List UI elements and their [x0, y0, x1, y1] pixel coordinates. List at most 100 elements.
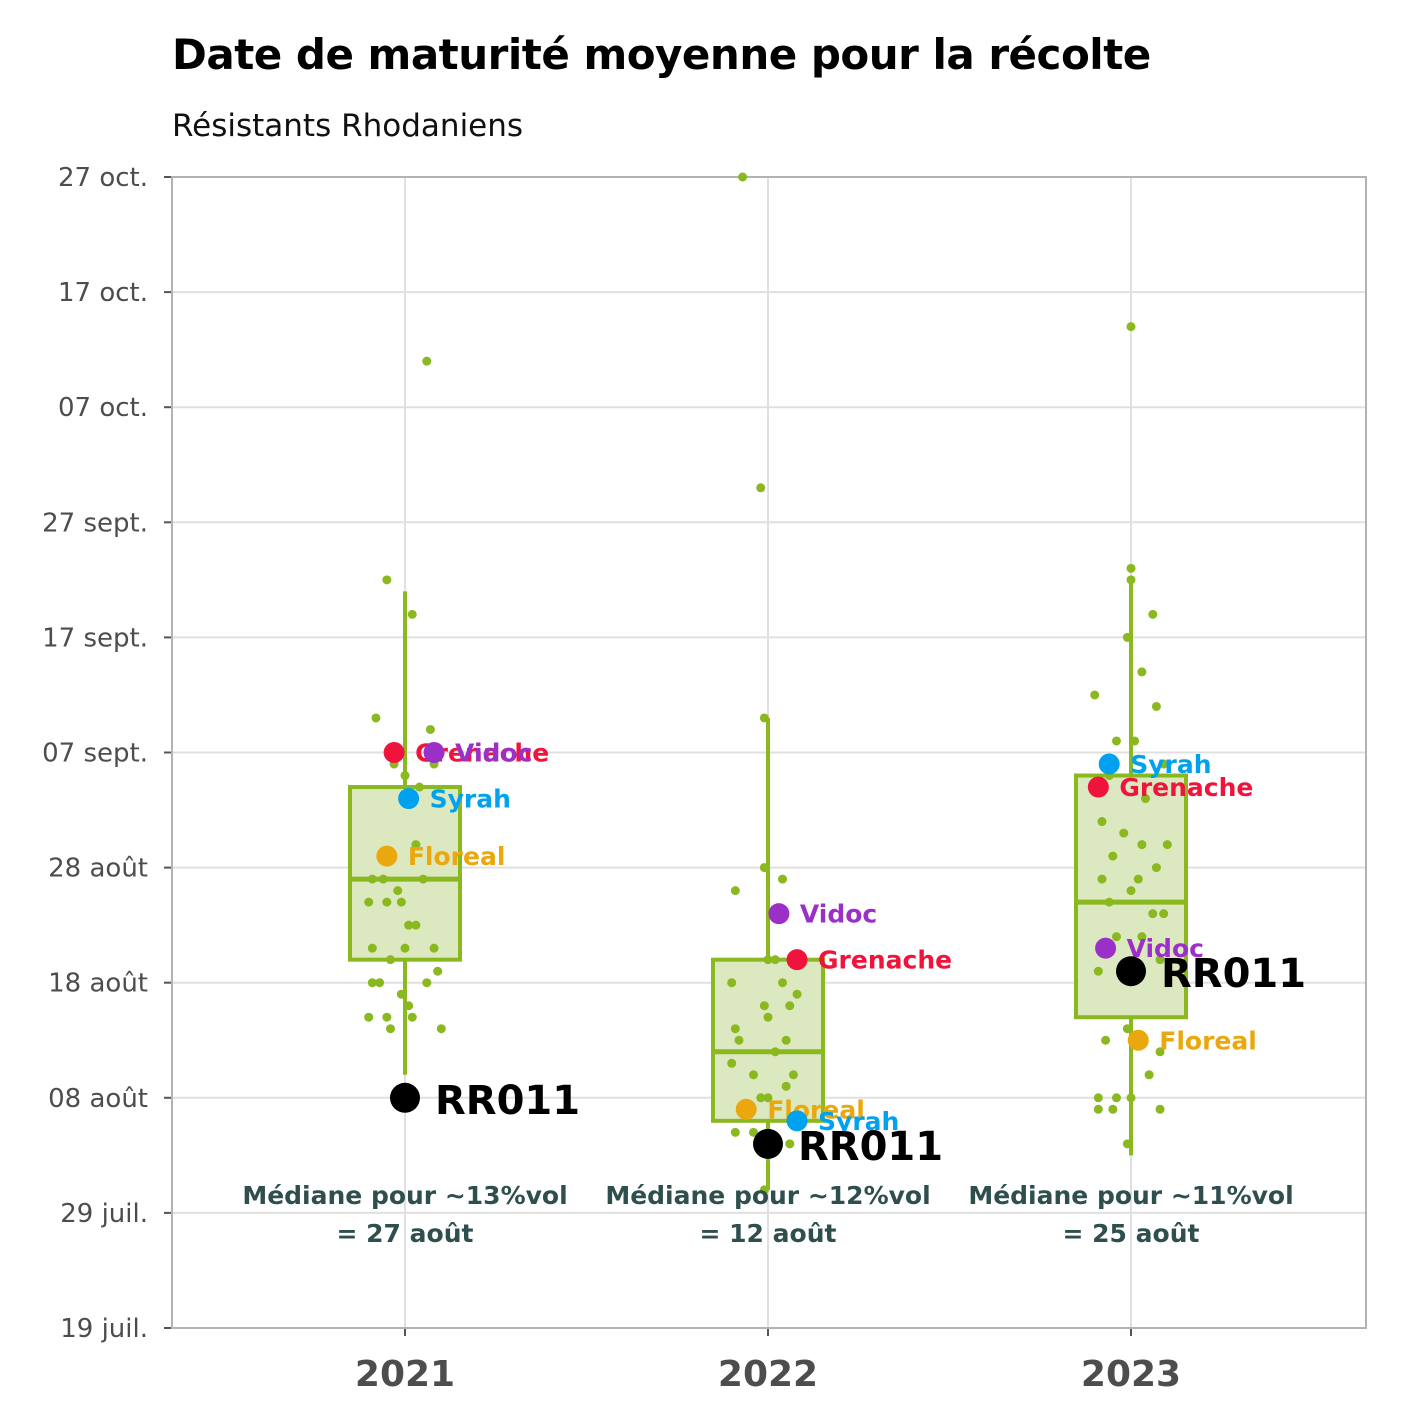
data-point	[727, 1058, 737, 1068]
highlight-label: RR011	[1161, 951, 1306, 997]
highlight-point	[786, 949, 808, 971]
data-point	[1137, 840, 1147, 850]
highlight-floreal-2022: Floreal	[735, 1095, 865, 1124]
data-point	[734, 1035, 744, 1045]
data-point	[1111, 736, 1121, 746]
data-point	[759, 1185, 769, 1195]
y-tick-label: 29 juil.	[60, 1199, 148, 1229]
box-iqr	[348, 785, 462, 962]
axes: 19 juil. 29 juil. 08 août 18 août 28 août 07 …	[42, 163, 1367, 1395]
highlight-syrah-2022: Syrah	[786, 1107, 899, 1136]
data-point	[770, 1047, 780, 1057]
data-point	[396, 989, 406, 999]
highlight-label: RR011	[435, 1078, 580, 1124]
data-point	[781, 1081, 791, 1091]
data-point	[1159, 909, 1169, 919]
annotation-line2: = 25 août	[1063, 1219, 1200, 1248]
boxplots	[348, 579, 1188, 1190]
data-point	[1119, 828, 1129, 838]
y-tick-label: 27 oct.	[58, 163, 148, 193]
data-point	[393, 886, 403, 896]
data-point	[759, 713, 769, 723]
data-point	[1151, 701, 1161, 711]
data-point	[756, 1093, 766, 1103]
highlight-point	[1098, 753, 1120, 775]
data-point	[407, 609, 417, 619]
data-point	[378, 874, 388, 884]
data-point	[367, 874, 377, 884]
data-point	[1151, 863, 1161, 873]
data-point	[1101, 1035, 1111, 1045]
data-point	[422, 978, 432, 988]
x-tick-label: 2021	[355, 1354, 455, 1395]
data-point	[730, 1127, 740, 1137]
highlight-rr011-2021: RR011	[390, 1078, 580, 1124]
highlight-label: Grenache	[818, 946, 952, 975]
data-point	[433, 966, 443, 976]
annotation-2023: Médiane pour ~11%vol = 25 août	[968, 1181, 1293, 1248]
data-point	[1090, 690, 1100, 700]
y-tick-label: 07 sept.	[42, 739, 148, 769]
highlight-point	[390, 1082, 420, 1113]
boxplot-2023	[1074, 579, 1188, 1156]
data-point	[382, 897, 392, 907]
highlight-point	[735, 1098, 757, 1120]
data-point	[1097, 874, 1107, 884]
highlight-floreal-2023: Floreal	[1127, 1026, 1257, 1055]
highlight-point	[398, 788, 420, 810]
data-point	[763, 1093, 773, 1103]
annotation-line1: Médiane pour ~12%vol	[605, 1181, 930, 1210]
highlight-label: Grenache	[1119, 773, 1253, 802]
highlighted-varieties: GrenacheVidocSyrahFlorealRR011VidocGrena…	[376, 739, 1306, 1170]
data-point	[418, 874, 428, 884]
data-point	[778, 978, 788, 988]
y-tick-label: 17 oct.	[58, 278, 148, 308]
y-tick-label: 19 juil.	[60, 1314, 148, 1344]
data-point	[763, 1012, 773, 1022]
data-point	[1130, 736, 1140, 746]
median-annotations: Médiane pour ~13%vol= 27 août Médiane pou…	[242, 1181, 1293, 1248]
highlight-point	[1087, 776, 1109, 798]
highlight-label: Floreal	[408, 842, 506, 871]
data-point	[730, 886, 740, 896]
data-point	[436, 1024, 446, 1034]
data-point	[1122, 1139, 1132, 1149]
data-point	[364, 897, 374, 907]
data-point	[1108, 851, 1118, 861]
highlight-point	[1116, 956, 1146, 987]
data-point	[1137, 932, 1147, 942]
data-point	[1126, 563, 1136, 573]
data-point	[385, 1024, 395, 1034]
y-tick-label: 17 sept.	[42, 623, 148, 653]
data-point	[396, 897, 406, 907]
data-point	[1111, 932, 1121, 942]
highlight-point	[768, 903, 790, 925]
highlight-label: Floreal	[1159, 1026, 1257, 1055]
annotation-2021: Médiane pour ~13%vol = 27 août	[242, 1181, 567, 1248]
data-point	[770, 955, 780, 965]
data-point	[367, 978, 377, 988]
highlight-point	[376, 845, 398, 867]
data-point	[778, 874, 788, 884]
data-point	[792, 989, 802, 999]
highlight-syrah-2021: Syrah	[398, 785, 511, 814]
data-point	[785, 1001, 795, 1011]
data-point	[385, 955, 395, 965]
data-point	[727, 978, 737, 988]
data-point	[748, 1070, 758, 1080]
data-point	[1104, 897, 1114, 907]
highlight-rr011-2023: RR011	[1116, 951, 1306, 997]
data-point	[788, 1070, 798, 1080]
data-point	[382, 575, 392, 585]
data-point	[1159, 759, 1169, 769]
highlight-label: Syrah	[1130, 750, 1211, 779]
y-tick-label: 27 sept.	[42, 508, 148, 538]
data-point	[1093, 1093, 1103, 1103]
highlight-syrah-2023: Syrah	[1098, 750, 1212, 779]
highlight-vidoc-2021: Vidoc	[423, 739, 532, 768]
data-point	[1093, 1104, 1103, 1114]
highlight-floreal-2021: Floreal	[376, 842, 505, 871]
data-point	[1148, 909, 1158, 919]
data-point	[730, 1024, 740, 1034]
chart-title: Date de maturité moyenne pour la récolte	[172, 30, 1151, 79]
